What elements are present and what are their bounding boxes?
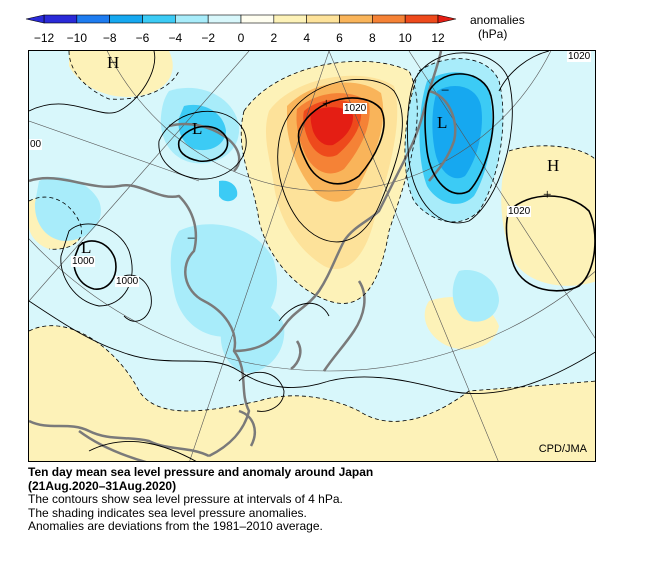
positive-anomaly-region (69, 51, 173, 97)
contour-value-label: 00 (29, 139, 43, 150)
map-credit: CPD/JMA (538, 443, 587, 455)
low-pressure-label: L (192, 119, 203, 138)
contour-value-label: 1000 (115, 276, 140, 287)
colorbar-tick-label: −12 (34, 31, 55, 45)
colorbar-swatch (175, 14, 209, 24)
pressure-contours (29, 51, 595, 461)
anomaly-colorbar: −12 −10 −8 −6 −4 −2 0 2 4 6 8 10 12 anomalies (hPa) (25, 13, 525, 45)
positive-anomaly-region (310, 107, 354, 146)
colorbar-tick-label: −6 (136, 31, 150, 45)
zero-anomaly-contours (29, 51, 595, 422)
contour-value-label: 1020 (507, 206, 532, 217)
colorbar-swatch (306, 14, 340, 24)
anomaly-min-marker: − (441, 83, 450, 99)
contour-value-label: 1020 (343, 103, 368, 114)
colorbar-min-arrow (25, 14, 45, 24)
colorbar-swatches (25, 14, 457, 24)
colorbar-tick-label: −2 (201, 31, 215, 45)
positive-anomaly-region (501, 145, 595, 286)
high-pressure-label: H (547, 156, 560, 175)
colorbar-ticks: −12 −10 −8 −6 −4 −2 0 2 4 6 8 10 12 (34, 31, 445, 45)
colorbar-swatch (273, 14, 307, 24)
colorbar-tick-label: 4 (303, 31, 310, 45)
caption-text-line2: The shading indicates sea level pressure… (28, 505, 307, 520)
colorbar-tick-label: 12 (431, 31, 445, 45)
colorbar-tick-label: 6 (336, 31, 343, 45)
colorbar-swatch (142, 14, 176, 24)
colorbar-swatch (76, 14, 110, 24)
colorbar-tick-label: 8 (369, 31, 376, 45)
figure-caption: Ten day mean sea level pressure and anom… (28, 465, 628, 534)
anomaly-max-marker: + (543, 187, 552, 203)
anomaly-min-marker: − (187, 231, 196, 247)
colorbar-tick-label: 2 (270, 31, 277, 45)
colorbar-max-arrow (437, 14, 457, 24)
colorbar-swatch (372, 14, 406, 24)
low-pressure-label: L (437, 113, 448, 132)
colorbar-swatch (404, 14, 439, 24)
high-pressure-label: H (107, 53, 120, 72)
colorbar-tick-label: 10 (398, 31, 412, 45)
map-canvas (29, 51, 595, 461)
contour-value-label: 1000 (71, 256, 96, 267)
negative-anomaly-region (432, 86, 482, 179)
colorbar-tick-label: −10 (67, 31, 88, 45)
colorbar-swatch (339, 14, 373, 24)
caption-text-line1: The contours show sea level pressure at … (28, 492, 343, 506)
negative-anomaly-region (219, 180, 238, 202)
colorbar-unit: (hPa) (478, 27, 507, 41)
colorbar-swatch (109, 14, 143, 24)
caption-text-line3: Anomalies are deviations from the 1981–2… (28, 519, 323, 533)
colorbar-swatch (207, 14, 242, 24)
low-pressure-label: L (81, 238, 92, 257)
colorbar-swatch (240, 14, 275, 24)
positive-anomaly-region (29, 325, 595, 461)
caption-title-line2: (21Aug.2020–31Aug.2020) (28, 478, 177, 493)
anomaly-max-marker: + (322, 96, 331, 112)
colorbar-swatch (43, 14, 78, 24)
negative-anomaly-region (34, 177, 101, 241)
colorbar-tick-label: −4 (168, 31, 182, 45)
negative-anomaly-region (452, 270, 499, 322)
contour-value-label: 1020 (567, 51, 592, 62)
colorbar-title: anomalies (470, 13, 525, 27)
colorbar-tick-label: −8 (103, 31, 117, 45)
colorbar-tick-label: 0 (238, 31, 245, 45)
caption-title-line1: Ten day mean sea level pressure and anom… (28, 465, 374, 479)
pressure-anomaly-map: H H L L L + + − − 1020 1020 1020 1000 10… (28, 50, 596, 462)
